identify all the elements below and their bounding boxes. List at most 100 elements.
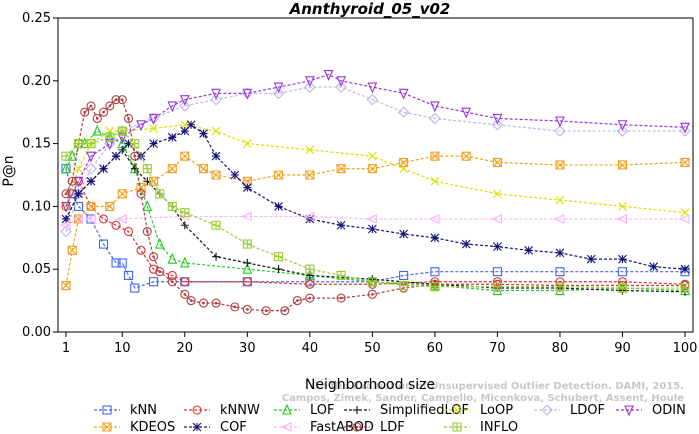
series-point-ldf-dot	[95, 117, 99, 120]
series-point-ldf	[123, 113, 134, 124]
series-point-lof	[242, 262, 253, 274]
series-point-ldf-dot	[308, 296, 312, 300]
series-point-cof	[242, 183, 252, 192]
series-point-ldof	[179, 100, 191, 112]
series-point-knnw	[305, 279, 315, 289]
series-point-cof	[111, 151, 121, 161]
legend-label-knn: kNN	[130, 403, 157, 418]
series-point-cof	[649, 262, 659, 272]
series-point-lof	[167, 252, 178, 264]
series-point-knn	[430, 267, 440, 277]
series-point-inflo	[336, 270, 346, 281]
series-point-odin	[492, 113, 503, 125]
series-point-inflo	[180, 208, 190, 218]
series-point-ldf	[61, 189, 71, 199]
series-point-odin	[242, 88, 253, 100]
series-point-inflo	[130, 139, 140, 149]
series-point-ldf	[292, 296, 302, 306]
series-point-ldf-dot	[120, 98, 124, 101]
series-point-kdeos	[555, 160, 565, 170]
series-point-inflo	[105, 132, 115, 142]
legend: kNN kNNW LOF SimplifiedLOF LoOP LDOF ODIN KDEOS…	[94, 403, 686, 434]
series-point-ldf	[261, 306, 271, 316]
series-point-odin	[680, 122, 690, 134]
legend-marker-odin	[624, 405, 634, 417]
series-point-knnw	[167, 270, 177, 281]
series-point-fastabod	[84, 214, 96, 224]
series-point-loop	[242, 139, 252, 148]
series-point-ldf-dot	[246, 308, 249, 311]
legend-marker-ldf	[352, 422, 362, 432]
legend-label-lof: LOF	[310, 403, 335, 418]
series-point-kdeos	[461, 151, 471, 161]
series-point-odin	[398, 88, 409, 100]
series-point-fastabod	[115, 214, 127, 224]
series-point-odin	[86, 151, 96, 163]
series-point-odin	[179, 95, 190, 106]
legend-item-loop: LoOP	[444, 403, 513, 418]
series-point-kdeos	[242, 176, 252, 186]
series-point-ldf-dot	[102, 110, 105, 114]
series-point-ldf-dot	[283, 309, 287, 312]
legend-label-kdeos: KDEOS	[130, 420, 175, 434]
series-point-ldof	[85, 162, 97, 175]
series-point-ldf-dot	[296, 299, 299, 302]
legend-marker-kdeos	[102, 422, 112, 432]
series-point-ldf-dot	[114, 98, 118, 101]
series-point-ldof	[366, 93, 379, 106]
series-point-kdeos	[117, 189, 127, 199]
series-point-lof	[92, 124, 103, 136]
series-point-cof	[86, 176, 96, 186]
legend-item-kdeos: KDEOS	[94, 420, 175, 434]
series-point-simplifiedlof	[274, 265, 283, 274]
series-point-knn	[111, 258, 121, 268]
series-point-ldf	[242, 304, 252, 314]
series-point-ldf-dot	[183, 293, 187, 296]
series-line-knn	[65, 168, 685, 289]
series-point-cof	[149, 139, 158, 148]
series-point-inflo	[61, 151, 71, 161]
series-point-lof	[555, 284, 565, 296]
series-point-inflo	[492, 282, 502, 292]
legend-marker-lof	[282, 403, 292, 415]
series-point-fastabod	[240, 211, 252, 222]
series-point-fastabod	[303, 211, 315, 222]
series-point-odin	[336, 76, 346, 88]
legend-marker-knn	[102, 405, 112, 415]
series-point-fastabod	[553, 214, 565, 224]
series-point-ldf	[130, 151, 140, 161]
series-point-knnw	[180, 277, 190, 287]
series-point-simplifiedlof	[212, 252, 221, 261]
series-point-knn	[117, 258, 127, 268]
series-point-loop	[180, 120, 190, 130]
legend-marker-ldf-dot	[355, 425, 359, 429]
series-point-knn	[148, 277, 159, 287]
series-point-knnw	[148, 264, 159, 274]
legend-label-ldof: LDOF	[570, 403, 605, 418]
series-point-inflo	[274, 252, 284, 262]
series-point-ldf-dot	[145, 230, 149, 233]
legend-marker-simplifiedlof	[353, 406, 361, 414]
series-point-ldf-dot	[170, 280, 174, 284]
series-point-kdeos	[211, 170, 221, 180]
series-point-fastabod	[72, 214, 84, 224]
series-point-odin	[167, 101, 178, 113]
series-point-ldof	[429, 112, 441, 125]
series-point-inflo	[211, 220, 221, 230]
series-point-inflo	[367, 277, 377, 287]
series-point-fastabod	[366, 214, 377, 224]
series-point-inflo	[680, 283, 690, 293]
series-point-kdeos	[430, 151, 440, 161]
series-point-ldf-dot	[139, 192, 143, 196]
y-tick-label: 0.05	[22, 262, 51, 277]
series-point-kdeos	[105, 201, 115, 211]
series-point-inflo	[117, 126, 127, 136]
series-point-cof	[524, 245, 534, 255]
series-point-odin	[273, 82, 284, 94]
series-point-ldf	[280, 306, 290, 316]
series-point-inflo	[142, 164, 152, 174]
series-point-ldf-dot	[339, 296, 343, 300]
series-point-kdeos	[180, 151, 190, 161]
series-point-ldf	[80, 107, 90, 117]
series-point-odin	[323, 69, 334, 81]
